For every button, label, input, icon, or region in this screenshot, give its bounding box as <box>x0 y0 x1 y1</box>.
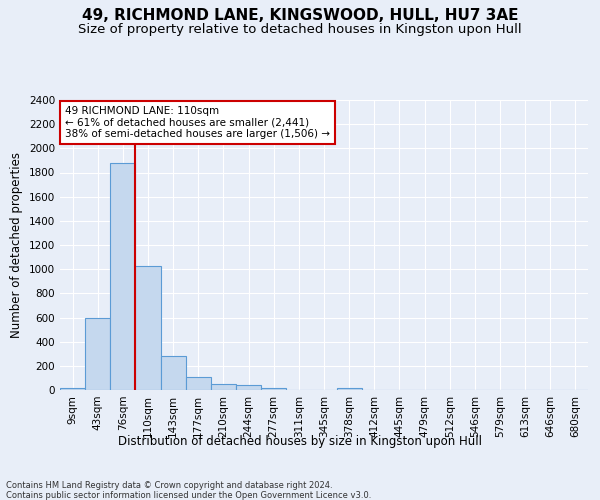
Text: Contains HM Land Registry data © Crown copyright and database right 2024.
Contai: Contains HM Land Registry data © Crown c… <box>6 480 371 500</box>
Bar <box>236 386 261 390</box>
Bar <box>211 384 236 390</box>
Bar <box>110 163 136 390</box>
Bar <box>60 388 85 390</box>
Bar <box>261 388 286 390</box>
Y-axis label: Number of detached properties: Number of detached properties <box>10 152 23 338</box>
Text: Distribution of detached houses by size in Kingston upon Hull: Distribution of detached houses by size … <box>118 435 482 448</box>
Text: 49 RICHMOND LANE: 110sqm
← 61% of detached houses are smaller (2,441)
38% of sem: 49 RICHMOND LANE: 110sqm ← 61% of detach… <box>65 106 330 139</box>
Text: 49, RICHMOND LANE, KINGSWOOD, HULL, HU7 3AE: 49, RICHMOND LANE, KINGSWOOD, HULL, HU7 … <box>82 8 518 22</box>
Bar <box>186 376 211 390</box>
Bar <box>136 266 161 390</box>
Bar <box>161 356 186 390</box>
Text: Size of property relative to detached houses in Kingston upon Hull: Size of property relative to detached ho… <box>78 22 522 36</box>
Bar <box>85 318 110 390</box>
Bar <box>337 388 362 390</box>
